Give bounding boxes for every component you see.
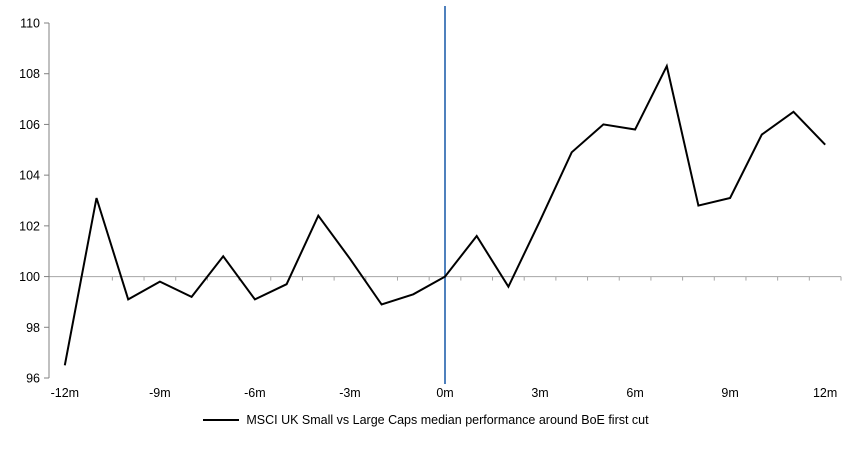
x-axis-tick-label: 12m: [813, 386, 837, 400]
y-axis-tick-label: 106: [19, 118, 40, 132]
y-axis-tick-label: 98: [26, 321, 40, 335]
x-axis-tick-label: 3m: [531, 386, 548, 400]
x-axis-tick-label: 0m: [436, 386, 453, 400]
legend-line-swatch: [203, 419, 240, 421]
x-axis-tick-label: -9m: [149, 386, 171, 400]
x-axis-tick-label: 6m: [626, 386, 643, 400]
series-line: [63, 63, 826, 366]
y-axis-tick-label: 110: [20, 17, 40, 31]
y-axis-tick-label: 100: [19, 270, 40, 284]
x-axis-tick-label: -6m: [244, 386, 266, 400]
legend: MSCI UK Small vs Large Caps median perfo…: [0, 413, 852, 427]
y-axis-tick-label: 102: [19, 219, 40, 233]
legend-label: MSCI UK Small vs Large Caps median perfo…: [246, 413, 649, 427]
y-axis-tick-label: 108: [19, 67, 40, 81]
y-axis-tick-label: 104: [19, 169, 40, 183]
y-axis-tick-label: 96: [26, 372, 40, 386]
x-axis-tick-label: -12m: [51, 386, 79, 400]
x-axis-tick-label: -3m: [339, 386, 361, 400]
x-axis-tick-label: 9m: [721, 386, 738, 400]
